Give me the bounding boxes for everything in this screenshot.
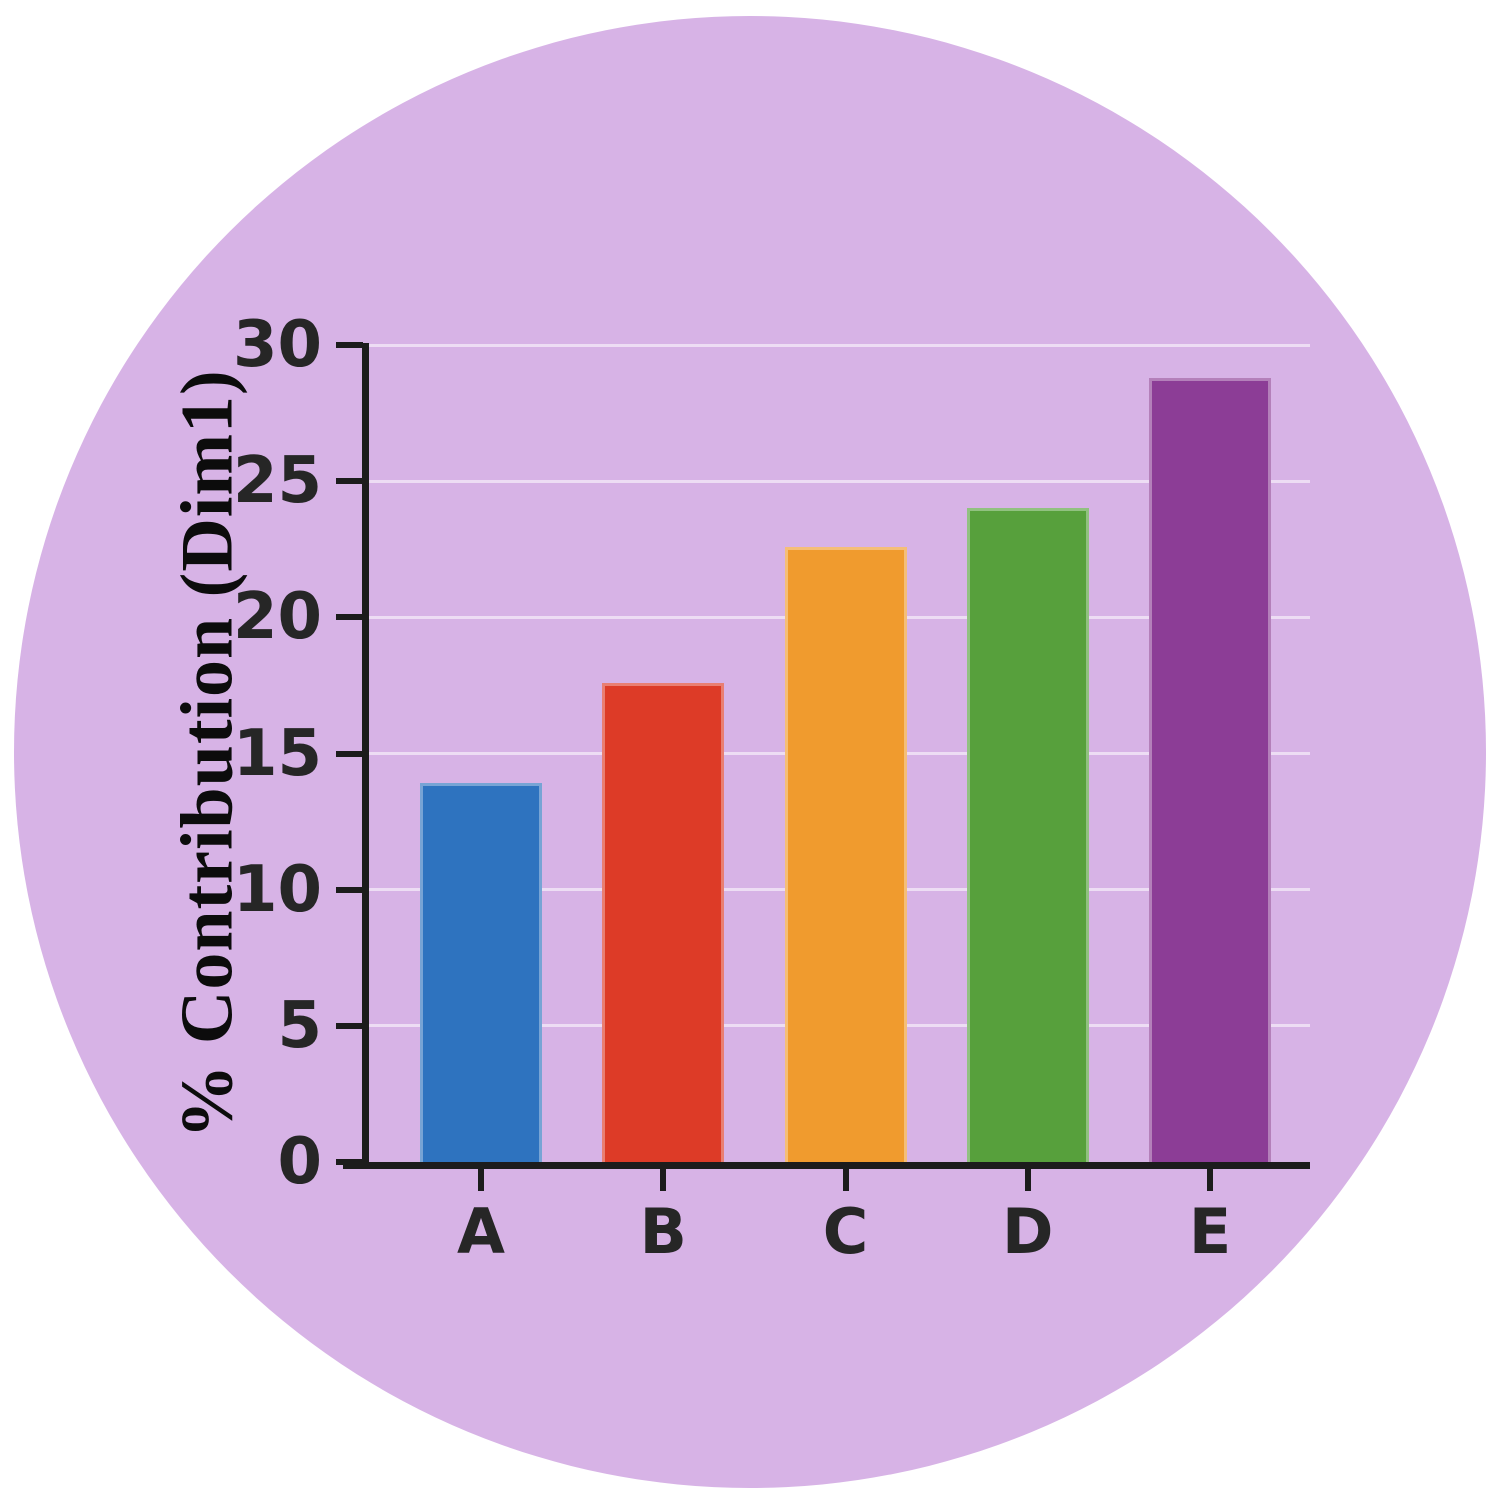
y-tick-label-30: 30 [232,308,322,382]
x-tick-label-D: D [1002,1195,1054,1268]
bar-C [784,546,907,1162]
y-tick-mark-25 [336,478,363,485]
y-tick-mark-0 [336,1159,363,1165]
bar-D [966,508,1089,1162]
y-tick-mark-30 [336,342,363,348]
y-tick-label-5: 5 [277,988,322,1063]
x-tick-mark-B [660,1169,667,1191]
y-tick-label-25: 25 [232,444,322,519]
x-tick-mark-E [1207,1169,1213,1191]
x-tick-mark-D [1024,1169,1031,1191]
x-tick-mark-C [842,1169,849,1191]
y-tick-label-0: 0 [277,1125,322,1199]
y-tick-mark-10 [336,886,363,893]
y-tick-label-15: 15 [232,716,322,791]
y-tick-label-10: 10 [232,852,322,927]
bar-E [1149,377,1271,1162]
y-tick-mark-15 [336,750,363,757]
bar-A [420,783,542,1162]
x-tick-label-B: B [639,1195,687,1268]
y-tick-label-20: 20 [232,580,322,655]
y-axis-spine [362,343,369,1168]
x-tick-label-C: C [822,1195,869,1268]
gridline-30 [368,343,1310,347]
y-tick-mark-20 [336,614,363,621]
bar-chart-plot-area [368,343,1310,1162]
y-axis-title: % Contribution (Dim1) [166,369,249,1139]
x-tick-label-A: A [457,1195,505,1268]
y-tick-mark-5 [336,1022,363,1029]
bar-B [602,682,725,1162]
x-tick-mark-A [478,1169,484,1191]
x-axis-spine [343,1162,1310,1169]
gridline-25 [368,479,1310,483]
x-tick-label-E: E [1188,1195,1232,1268]
